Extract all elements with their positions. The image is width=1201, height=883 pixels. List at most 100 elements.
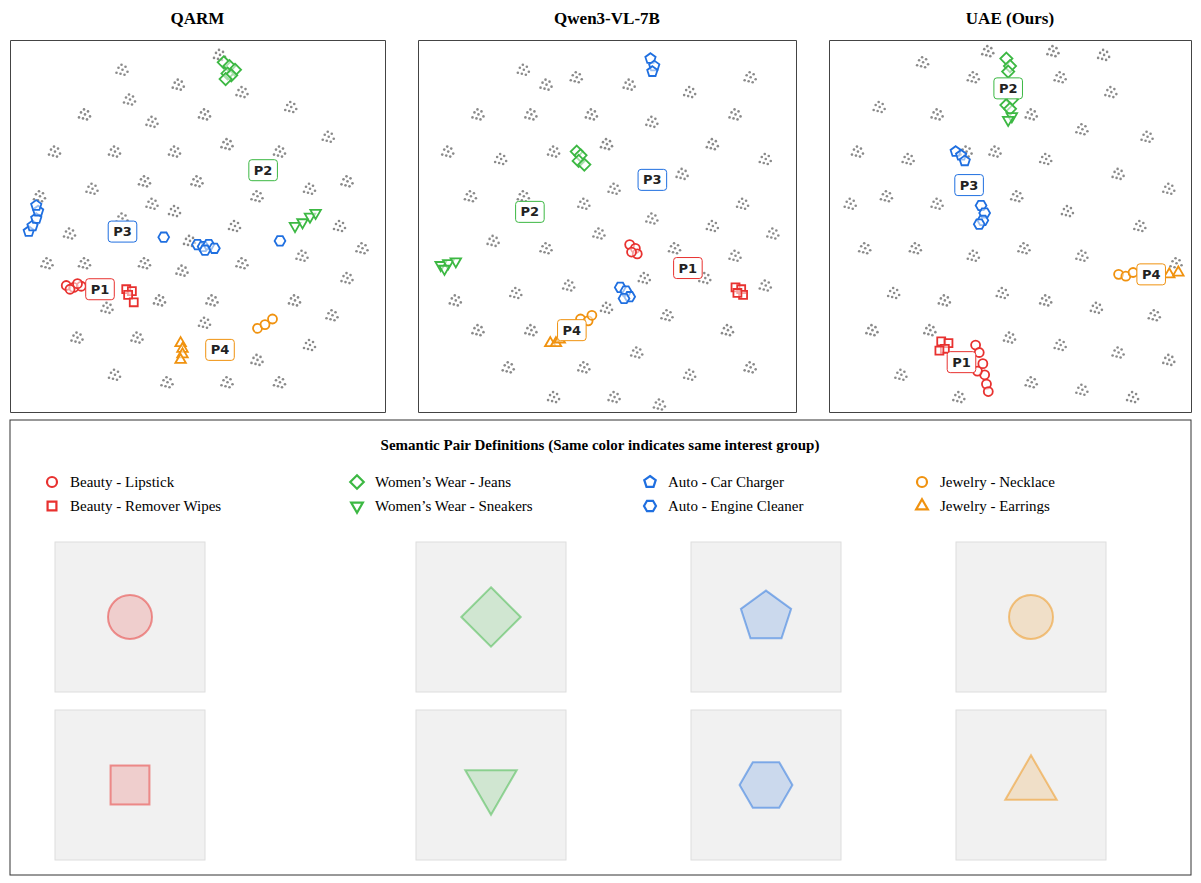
cluster-dot bbox=[669, 311, 672, 314]
cluster-dot bbox=[503, 364, 506, 367]
cluster-dot bbox=[739, 115, 742, 118]
cluster-dot bbox=[114, 374, 117, 377]
cluster-dot bbox=[733, 108, 736, 111]
cluster-dot bbox=[175, 272, 178, 275]
cluster-dot bbox=[971, 80, 974, 83]
cluster-dot bbox=[200, 319, 203, 322]
cluster-dot bbox=[849, 202, 852, 205]
cluster-point bbox=[70, 331, 84, 344]
cluster-dot bbox=[244, 259, 247, 262]
cluster-dot bbox=[201, 182, 204, 185]
cluster-dot bbox=[714, 230, 717, 233]
cluster-dot bbox=[900, 374, 903, 377]
cluster-dot bbox=[307, 192, 310, 195]
cluster-dot bbox=[659, 403, 662, 406]
cluster-dot bbox=[1159, 316, 1162, 319]
cluster-dot bbox=[528, 70, 531, 73]
cluster-dot bbox=[896, 289, 899, 292]
cluster-dot bbox=[1101, 309, 1104, 312]
cluster-dot bbox=[651, 217, 654, 220]
cluster-dot bbox=[754, 78, 757, 81]
cluster-dot bbox=[860, 245, 863, 248]
cluster-dot bbox=[108, 377, 111, 380]
cluster-dot bbox=[116, 155, 119, 158]
cluster-dot bbox=[644, 277, 647, 280]
cluster-dot bbox=[115, 71, 118, 74]
cluster-dot bbox=[650, 116, 653, 119]
cluster-dot bbox=[609, 140, 612, 143]
cluster-dot bbox=[535, 115, 538, 118]
image-icon bbox=[1009, 595, 1053, 639]
cluster-dot bbox=[206, 326, 209, 329]
pair-label-box bbox=[674, 258, 703, 279]
cluster-dot bbox=[660, 317, 663, 320]
cluster-dot bbox=[159, 299, 162, 302]
cluster-dot bbox=[566, 288, 569, 291]
cluster-dot bbox=[1057, 52, 1060, 55]
cluster-dot bbox=[749, 366, 752, 369]
cluster-dot bbox=[745, 74, 748, 77]
cluster-dot bbox=[615, 193, 618, 196]
cluster-dot bbox=[340, 183, 343, 186]
panel: UAE (Ours)P1P2P3P4 bbox=[830, 9, 1192, 413]
cluster-dot bbox=[182, 85, 185, 88]
cluster-dot bbox=[745, 199, 748, 202]
key-label: Beauty - Lipstick bbox=[70, 474, 175, 490]
cluster-dot bbox=[326, 130, 329, 133]
cluster-dot bbox=[83, 108, 86, 111]
product-image bbox=[956, 542, 1106, 692]
cluster-dot bbox=[714, 148, 717, 151]
cluster-point bbox=[569, 71, 583, 84]
cluster-dot bbox=[1116, 346, 1119, 349]
cluster-dot bbox=[596, 115, 599, 118]
cluster-dot bbox=[100, 310, 103, 313]
cluster-dot bbox=[736, 118, 739, 121]
cluster-dot bbox=[1132, 396, 1135, 399]
cluster-dot bbox=[512, 368, 515, 371]
cluster-dot bbox=[703, 272, 706, 275]
cluster-dot bbox=[144, 262, 147, 265]
cluster-point bbox=[78, 108, 92, 121]
cluster-dot bbox=[880, 111, 883, 114]
cluster-dot bbox=[748, 71, 751, 74]
cluster-dot bbox=[452, 152, 455, 155]
highlight-point bbox=[627, 248, 636, 257]
cluster-dot bbox=[1113, 88, 1116, 91]
cluster-dot bbox=[511, 290, 514, 293]
cluster-dot bbox=[206, 118, 209, 121]
highlight-point bbox=[175, 354, 186, 363]
cluster-dot bbox=[1003, 339, 1006, 342]
cluster-dot bbox=[606, 307, 609, 310]
cluster-dot bbox=[164, 385, 167, 388]
cluster-dot bbox=[760, 282, 763, 285]
cluster-dot bbox=[89, 192, 92, 195]
cluster-dot bbox=[506, 361, 509, 364]
cluster-dot bbox=[82, 117, 85, 120]
cluster-dot bbox=[1062, 73, 1065, 76]
cluster-dot bbox=[1108, 95, 1111, 98]
cluster-dot bbox=[89, 264, 92, 267]
cluster-dot bbox=[471, 116, 474, 119]
cluster-dot bbox=[885, 190, 888, 193]
cluster-dot bbox=[473, 327, 476, 330]
cluster-dot bbox=[241, 262, 244, 265]
cluster-dot bbox=[186, 271, 189, 274]
cluster-dot bbox=[305, 186, 308, 189]
cluster-point bbox=[303, 339, 317, 352]
cluster-dot bbox=[1014, 199, 1017, 202]
cluster-dot bbox=[1075, 131, 1078, 134]
cluster-dot bbox=[1028, 385, 1031, 388]
y-axis bbox=[418, 41, 419, 413]
cluster-dot bbox=[1167, 354, 1170, 357]
cluster-dot bbox=[549, 148, 552, 151]
cluster-point bbox=[743, 361, 757, 374]
cluster-dot bbox=[848, 197, 851, 200]
pair-label-box bbox=[955, 175, 984, 196]
cluster-dot bbox=[357, 245, 360, 248]
key-panel: Semantic Pair Definitions (Same color in… bbox=[10, 420, 1191, 875]
cluster-dot bbox=[451, 297, 454, 300]
cluster-dot bbox=[683, 377, 686, 380]
cluster-dot bbox=[141, 338, 144, 341]
cluster-dot bbox=[676, 252, 679, 255]
cluster-dot bbox=[139, 333, 142, 336]
